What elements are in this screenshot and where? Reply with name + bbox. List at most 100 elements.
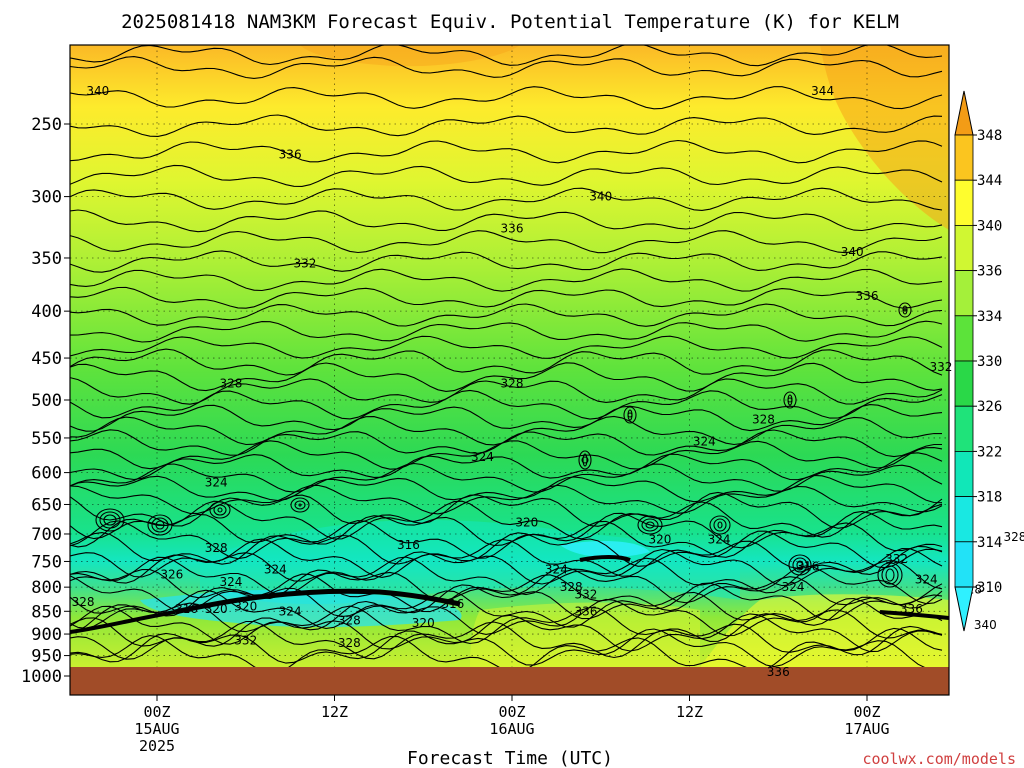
contour-cell: [155, 520, 165, 530]
y-tick-label: 1000: [21, 667, 62, 687]
y-axis: 250 300 350 400 450 500 550 600 650 700 750 800 850 9…: [21, 115, 70, 687]
y-tick-label: 700: [31, 525, 62, 545]
ground-below-surface: [70, 667, 949, 695]
contour-label: 340: [86, 84, 109, 98]
contour-label: 326: [160, 568, 183, 582]
contour-line: [70, 286, 943, 309]
contour-line: [70, 627, 943, 667]
contour-label: 324: [471, 450, 494, 464]
contour-cell: [209, 501, 231, 519]
x-axis-label: Forecast Time (UTC): [407, 748, 613, 768]
contour-line: [70, 209, 943, 233]
contour-label: 324: [220, 575, 243, 589]
contour-line: [70, 362, 943, 392]
contour-cell: [147, 514, 173, 536]
y-tick-label: 300: [31, 188, 62, 208]
contour-label: 336: [501, 221, 524, 235]
colorbar-segment: [954, 541, 974, 588]
contour-cell: [792, 557, 808, 573]
contour-line: [70, 268, 943, 292]
contour-cell: [637, 515, 663, 535]
gridlines: [70, 45, 949, 667]
y-tick-label: 950: [31, 647, 62, 667]
contour-cell: [103, 514, 117, 526]
contour-label: 336: [575, 604, 598, 618]
contour-line: [70, 320, 943, 343]
contour-cell: [623, 406, 637, 424]
contour-label: 316: [397, 538, 420, 552]
colorbar-tick-label: 336: [977, 264, 1002, 280]
contour-label: 320: [205, 602, 228, 616]
x-tick-label: 15AUG: [134, 720, 179, 738]
contour-line: [70, 565, 943, 605]
contour-line: [70, 573, 943, 613]
colorbar-segment: [954, 496, 974, 543]
contour-line: [70, 335, 943, 359]
y-tick-label: 600: [31, 464, 62, 484]
contour-label: 328: [560, 580, 583, 594]
colorbar-tick-label: 326: [977, 399, 1002, 415]
contour-label: 324: [264, 562, 287, 576]
colorbar-tick-label: 340: [977, 218, 1002, 234]
contour-line: [70, 86, 943, 110]
x-tick-label: 12Z: [676, 703, 703, 721]
x-tick-label: 2025: [139, 737, 175, 755]
contour-cell: [213, 504, 227, 516]
contour-cell: [903, 308, 907, 312]
contour-label: 328: [72, 595, 95, 609]
contour-label: 316: [175, 602, 198, 616]
contour-label: 324: [205, 475, 228, 489]
colorbar-tick-label: 334: [977, 309, 1002, 325]
contour-line: [70, 429, 942, 458]
contour-label: 316: [441, 597, 464, 611]
colorbar-tick-label: 330: [977, 354, 1002, 370]
contour-line: [70, 187, 943, 211]
contour-lines: [70, 45, 949, 667]
contour-label: 336: [767, 665, 790, 679]
contour-line: [70, 114, 943, 137]
contour-label: 332: [885, 552, 908, 566]
colorbar-segment: [954, 224, 974, 271]
contour-cell: [796, 560, 804, 570]
colorbar-segment: [954, 450, 974, 497]
contour-label: 320: [515, 515, 538, 529]
contour-line: [70, 613, 943, 653]
contour-label: 320: [648, 533, 671, 547]
contour-label: 340: [841, 245, 864, 259]
contour-label: 324: [693, 435, 716, 449]
contour-cell: [788, 554, 812, 576]
contour-line: [70, 462, 943, 493]
contour-label: 328: [338, 636, 361, 650]
contour-line: [70, 230, 943, 254]
contour-label: 340: [974, 618, 997, 632]
y-tick-label: 850: [31, 602, 62, 622]
contour-line: [70, 620, 943, 660]
contour-label: 328: [205, 541, 228, 555]
contour-label: 340: [589, 190, 612, 204]
y-tick-label: 250: [31, 115, 62, 135]
contour-cell: [582, 453, 588, 467]
contour-cell: [581, 456, 589, 464]
cyan-region-low: [140, 589, 462, 628]
contour-cell: [151, 517, 169, 533]
colorbar-tick-label: 318: [977, 490, 1002, 506]
contour-label: 320: [234, 600, 257, 614]
contour-label: 324: [782, 580, 805, 594]
colorbar-segment: [954, 270, 974, 317]
x-tick-label: 12Z: [321, 703, 348, 721]
contour-cell: [99, 511, 121, 529]
x-tick-label: 17AUG: [844, 720, 889, 738]
contour-label: 324: [545, 562, 568, 576]
contour-cell: [627, 412, 633, 418]
contour-line: [70, 164, 943, 187]
contour-cell: [578, 450, 592, 470]
contour-line: [70, 500, 943, 540]
contour-line: [70, 56, 943, 79]
contour-line: [70, 452, 943, 481]
contour-dense-band: [174, 588, 461, 615]
contour-cell: [298, 503, 302, 507]
contour-cell: [787, 397, 793, 403]
y-tick-label: 800: [31, 578, 62, 598]
